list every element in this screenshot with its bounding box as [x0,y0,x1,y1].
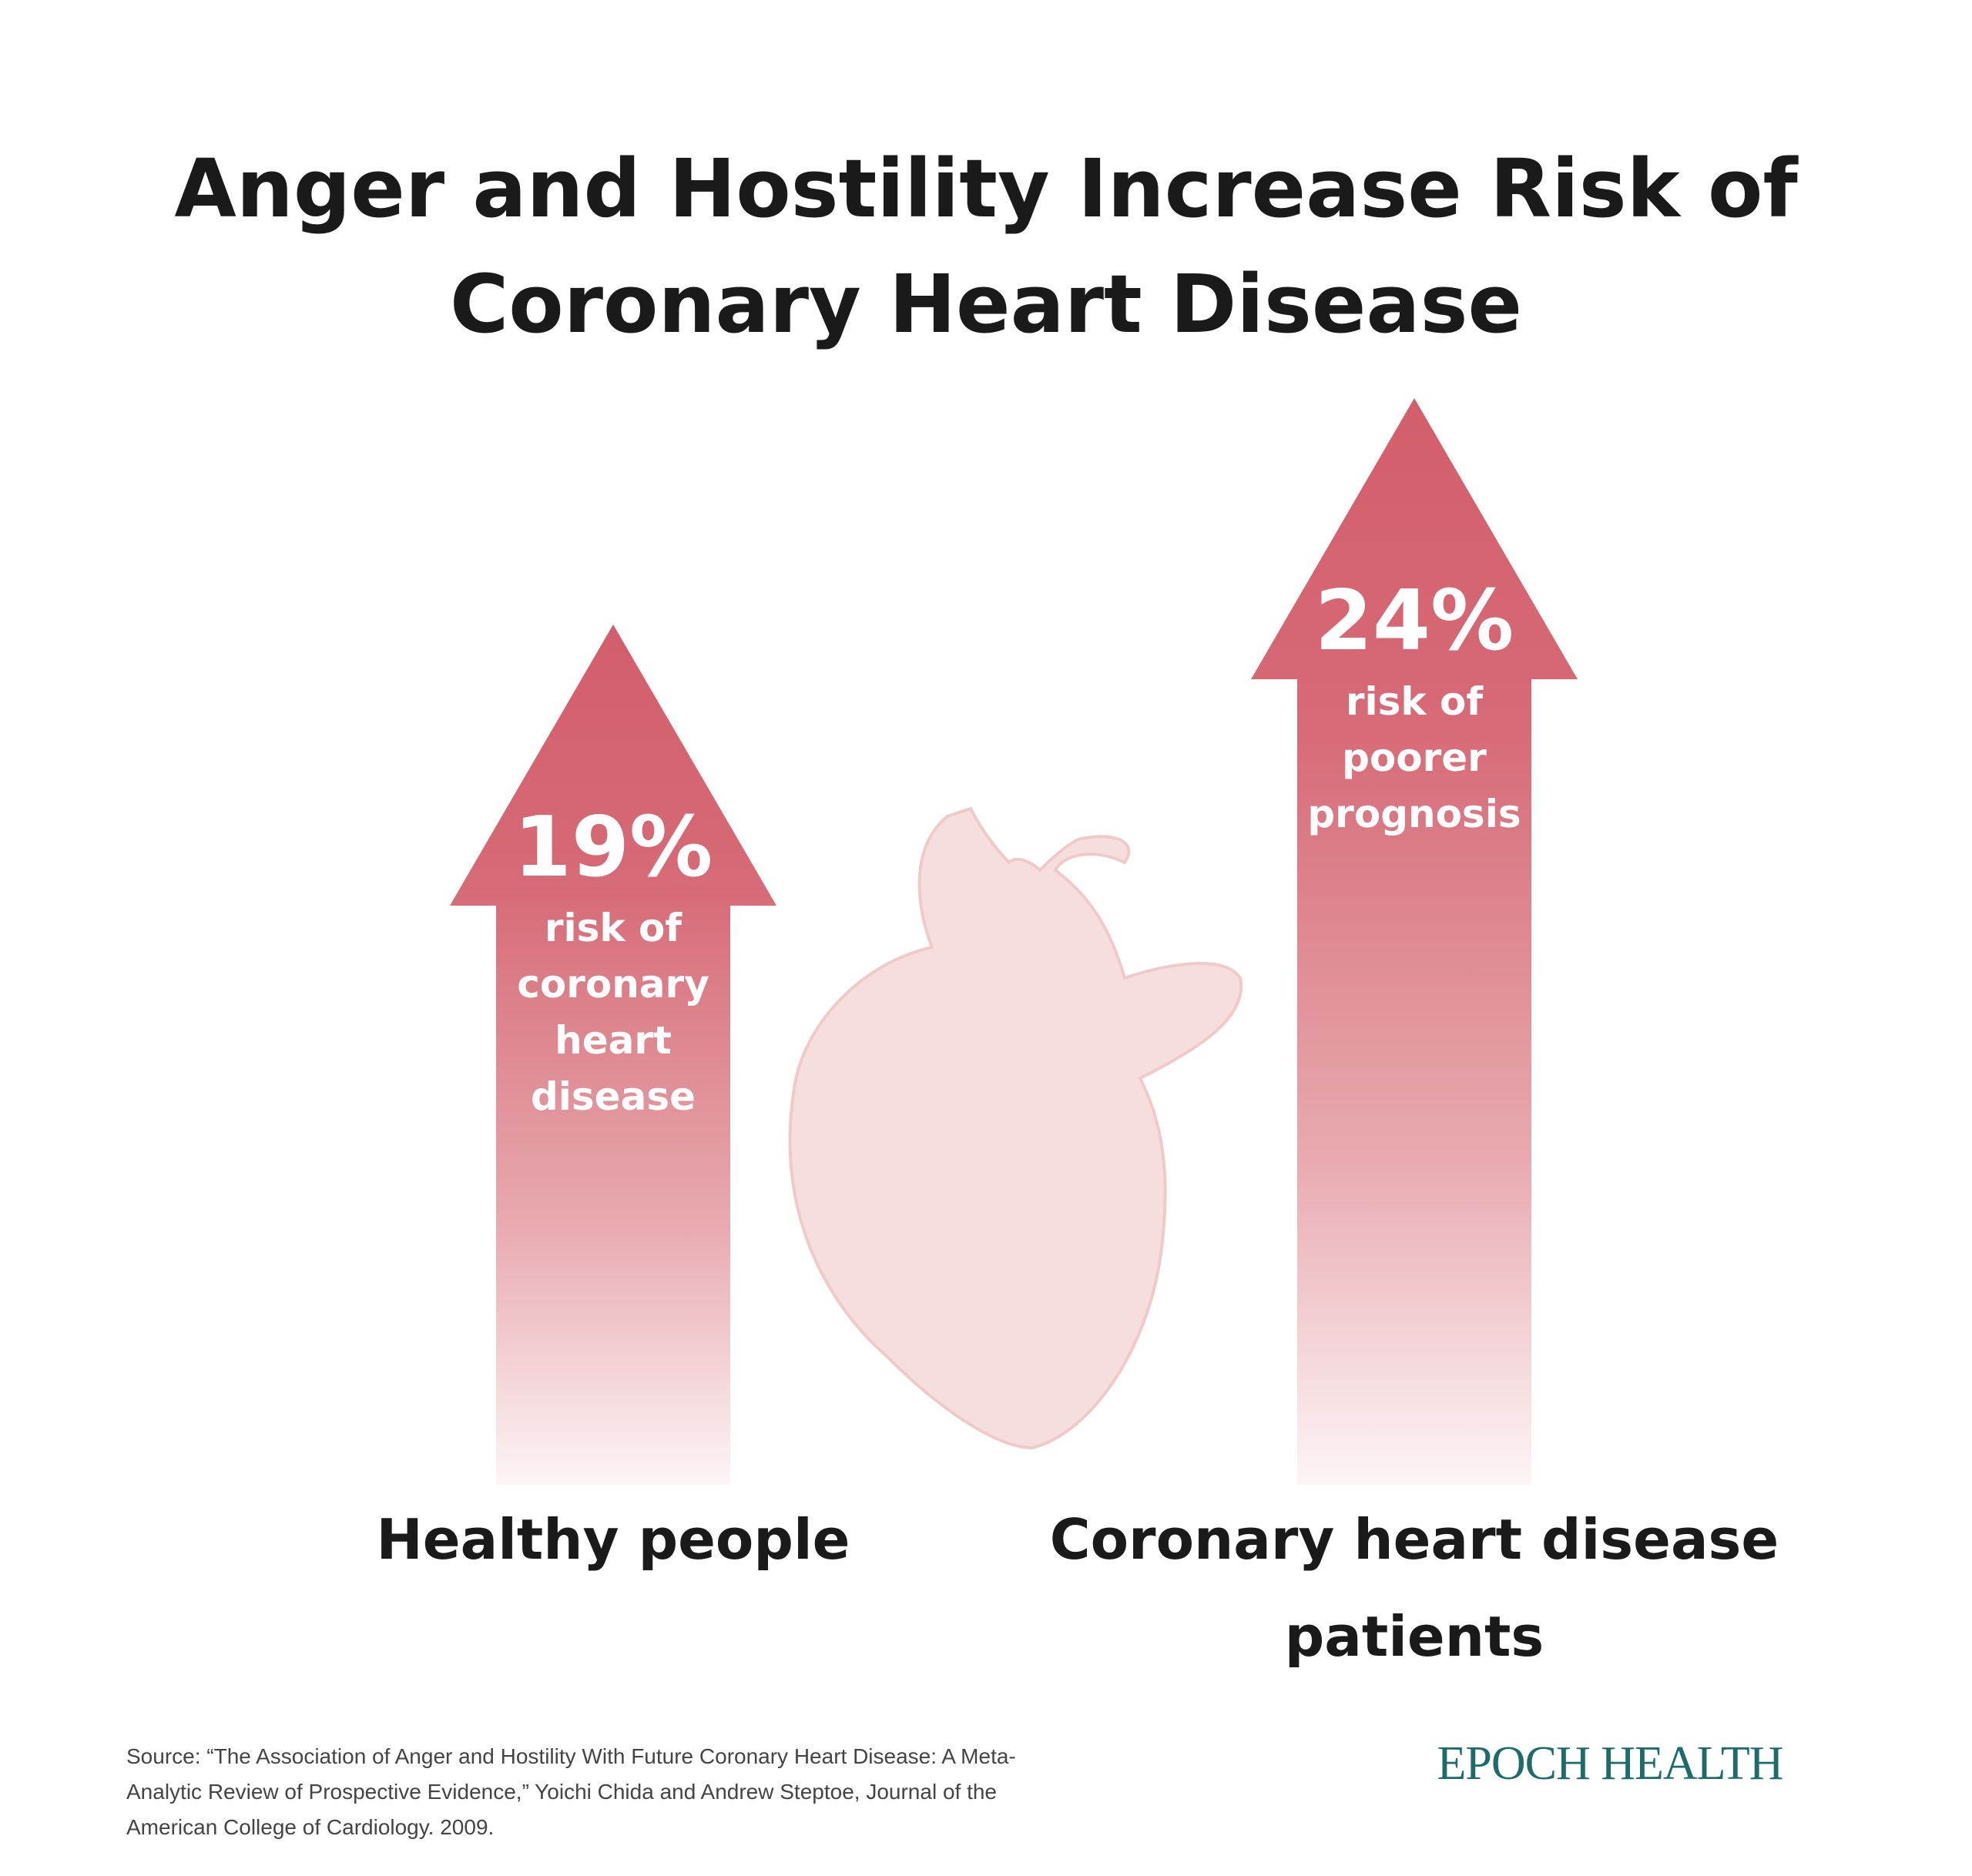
arrow [450,624,776,1486]
arrow [1251,398,1578,1485]
brand-logo: EPOCH HEALTH [1437,1737,1783,1790]
value-label: 19% [513,799,713,896]
description: risk of poorer prognosis [1307,679,1521,836]
heart-illustration [788,806,1243,1450]
chart-title: Anger and Hostility Increase Risk of Cor… [174,142,1798,351]
value-label: 24% [1314,573,1514,669]
category-label: Coronary heart disease patients [1049,1507,1779,1669]
category-label: Healthy people [376,1507,850,1572]
source-note: Source: “The Association of Anger and Ho… [126,1744,1016,1839]
description: risk of coronary heart disease [517,905,709,1119]
